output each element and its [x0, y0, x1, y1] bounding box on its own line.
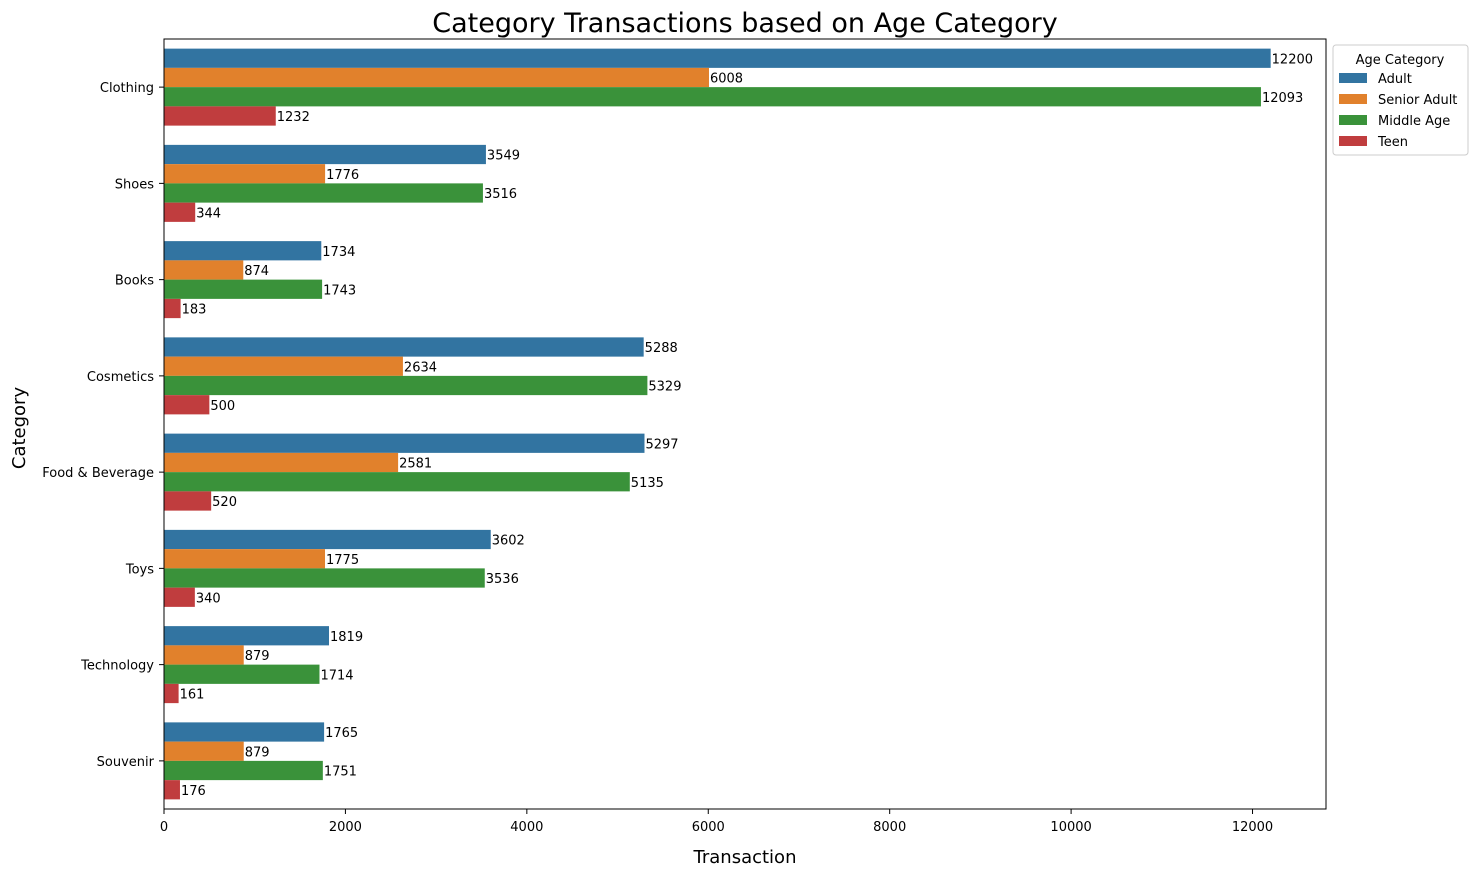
data-label: 1743 [323, 283, 356, 298]
data-label: 344 [196, 206, 221, 221]
bar [164, 67, 709, 88]
bar [164, 472, 630, 492]
data-label: 1776 [326, 168, 359, 183]
data-label: 1751 [324, 765, 357, 780]
data-label: 176 [181, 784, 206, 799]
bar [164, 491, 212, 511]
bar [164, 722, 325, 742]
legend-swatch [1339, 136, 1367, 146]
y-tick-label: Toys [125, 562, 154, 577]
bar [164, 337, 644, 357]
y-tick-label: Cosmetics [87, 370, 154, 385]
legend-swatch [1339, 73, 1367, 83]
data-label: 5288 [645, 341, 678, 356]
bar [164, 683, 179, 704]
data-label: 3549 [487, 149, 520, 164]
plot-frame [163, 38, 1327, 810]
data-label: 3602 [492, 534, 525, 549]
legend-frame [1332, 44, 1469, 156]
data-label: 5135 [631, 476, 664, 491]
bar [164, 106, 276, 126]
legend: Age Category Adult Senior Adult Middle Age… [1332, 44, 1469, 156]
y-tick-label: Souvenir [97, 755, 155, 770]
data-label: 1232 [277, 110, 310, 125]
legend-swatch [1339, 115, 1367, 125]
data-label: 874 [244, 264, 269, 279]
legend-entry: Middle Age [1378, 114, 1450, 129]
y-axis-ticks: Clothing Shoes Books Cosmetics Food & Bevera… [42, 81, 164, 770]
bar [164, 87, 1261, 107]
data-label: 340 [196, 591, 221, 606]
data-label: 520 [212, 495, 237, 510]
y-tick-label: Shoes [115, 177, 154, 192]
bar [164, 529, 491, 550]
bar [164, 587, 195, 607]
data-label: 12093 [1262, 91, 1303, 106]
x-tick-label: 4000 [510, 820, 543, 835]
data-label: 1775 [326, 553, 359, 568]
y-axis-label: Category [9, 387, 30, 470]
data-label: 2581 [399, 457, 432, 472]
bar [164, 780, 180, 800]
bar [164, 375, 648, 396]
bar [164, 202, 196, 222]
data-label: 1734 [322, 245, 355, 260]
legend-entry: Senior Adult [1378, 93, 1457, 108]
bar [164, 298, 181, 319]
data-label: 12200 [1272, 52, 1313, 67]
x-axis-label: Transaction [693, 847, 797, 868]
bar [164, 164, 326, 184]
data-label: 3516 [484, 187, 517, 202]
bar [164, 356, 403, 376]
legend-swatch [1339, 94, 1367, 104]
bar [164, 452, 399, 473]
bar [164, 279, 323, 299]
bar [164, 433, 645, 453]
bar [164, 549, 326, 569]
data-label: 3536 [486, 572, 519, 587]
bar [164, 568, 485, 588]
x-tick-label: 8000 [873, 820, 906, 835]
data-label: 500 [210, 399, 235, 414]
data-label: 879 [245, 649, 270, 664]
data-label: 2634 [404, 360, 437, 375]
chart-title: Category Transactions based on Age Categ… [432, 8, 1057, 39]
bar [164, 760, 323, 781]
data-label: 5297 [645, 437, 678, 452]
plot-area: 12200 6008 12093 1232 3549 1776 3516 344 1734 874… [163, 38, 1327, 810]
y-tick-label: Books [115, 274, 154, 289]
data-label: 1765 [325, 726, 358, 741]
bar [164, 260, 244, 280]
x-tick-label: 6000 [692, 820, 725, 835]
legend-entry: Adult [1378, 72, 1412, 87]
data-label: 5329 [648, 380, 681, 395]
x-tick-label: 2000 [329, 820, 362, 835]
data-label: 879 [245, 745, 270, 760]
bar [164, 645, 244, 665]
bar [164, 395, 210, 415]
bar [164, 626, 330, 646]
bar [164, 664, 320, 684]
data-label: 1819 [330, 630, 363, 645]
data-label: 1714 [320, 668, 353, 683]
y-tick-label: Technology [80, 659, 154, 674]
data-label: 161 [180, 688, 205, 703]
x-tick-label: 10000 [1050, 820, 1091, 835]
data-label: 6008 [710, 72, 743, 87]
y-tick-label: Clothing [100, 81, 154, 96]
bar [164, 741, 244, 761]
bar [164, 183, 483, 203]
x-axis-ticks: 0 2000 4000 6000 8000 10000 12000 [160, 809, 1273, 835]
x-tick-label: 0 [160, 820, 168, 835]
data-label: 183 [182, 303, 207, 318]
legend-entry: Teen [1377, 135, 1408, 150]
y-tick-label: Food & Beverage [42, 466, 154, 481]
bar [164, 241, 322, 261]
bar [164, 48, 1271, 68]
x-tick-label: 12000 [1232, 820, 1273, 835]
bar [164, 144, 486, 165]
legend-title: Age Category [1356, 53, 1445, 68]
